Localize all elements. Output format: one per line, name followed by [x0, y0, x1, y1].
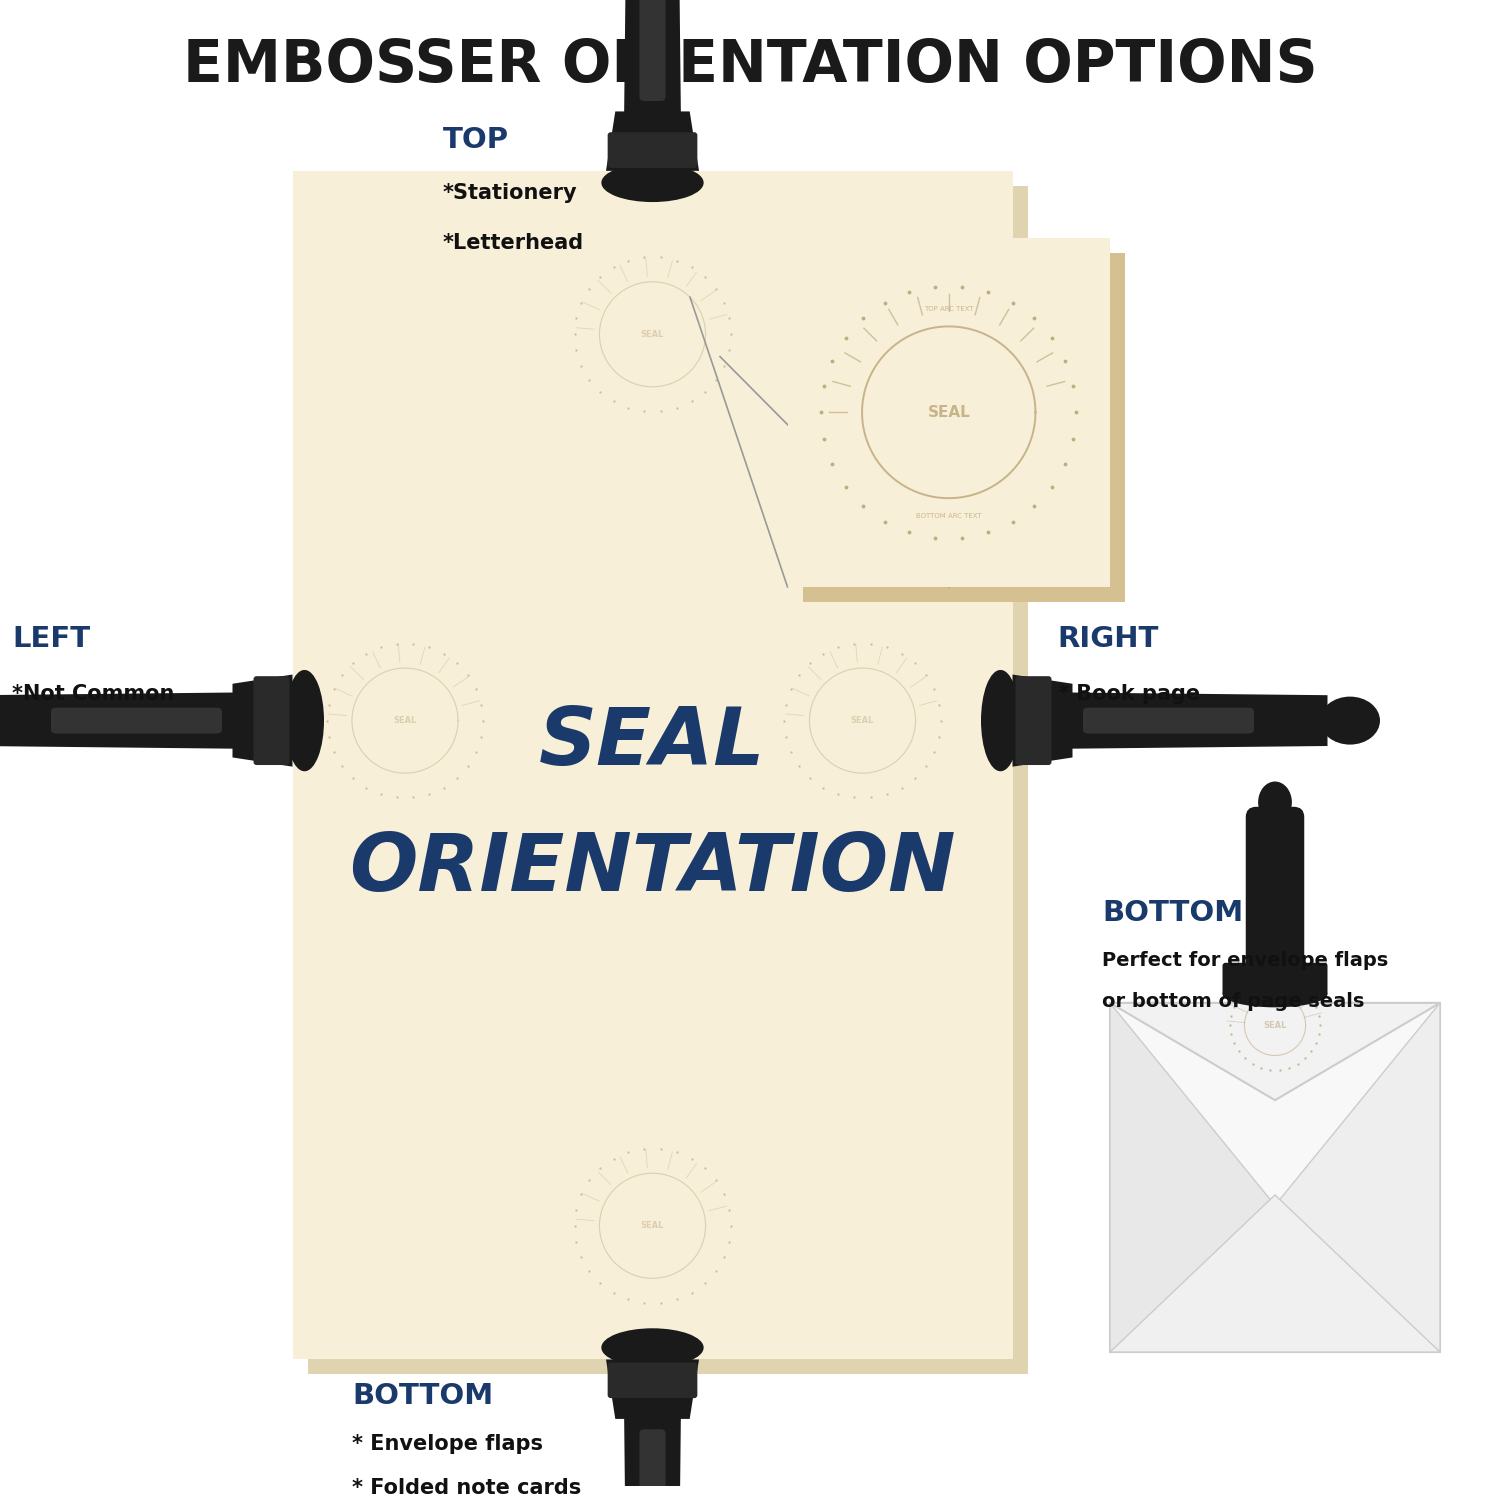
FancyBboxPatch shape — [1016, 676, 1052, 765]
Text: * Envelope flaps: * Envelope flaps — [352, 1434, 543, 1454]
Text: BOTTOM: BOTTOM — [1102, 898, 1244, 927]
FancyBboxPatch shape — [608, 1362, 698, 1398]
Polygon shape — [624, 1404, 681, 1500]
Text: SEAL: SEAL — [850, 716, 874, 724]
Polygon shape — [624, 0, 681, 126]
Text: TOP: TOP — [442, 126, 509, 154]
Polygon shape — [232, 675, 292, 766]
Ellipse shape — [981, 670, 1020, 771]
Bar — [802, 252, 1125, 602]
Polygon shape — [606, 1359, 699, 1419]
Ellipse shape — [1320, 696, 1380, 744]
FancyBboxPatch shape — [1245, 807, 1304, 992]
FancyBboxPatch shape — [639, 0, 666, 100]
Text: *Stationery: *Stationery — [442, 183, 578, 203]
Text: EMBOSSER ORIENTATION OPTIONS: EMBOSSER ORIENTATION OPTIONS — [183, 38, 1317, 94]
Text: TOP ARC TEXT: TOP ARC TEXT — [924, 306, 974, 312]
Text: * Folded note cards: * Folded note cards — [352, 1479, 582, 1498]
Text: * Book page: * Book page — [1058, 684, 1200, 703]
Text: SEAL: SEAL — [640, 1221, 664, 1230]
Text: *Not Common: *Not Common — [12, 684, 174, 703]
Bar — [292, 171, 1012, 1359]
Text: SEAL: SEAL — [1263, 1020, 1287, 1029]
Ellipse shape — [602, 164, 703, 202]
FancyBboxPatch shape — [1083, 708, 1254, 734]
FancyBboxPatch shape — [608, 132, 698, 168]
Ellipse shape — [1222, 981, 1328, 1008]
Text: SEAL: SEAL — [640, 330, 664, 339]
Text: ORIENTATION: ORIENTATION — [350, 830, 956, 908]
Text: Perfect for envelope flaps: Perfect for envelope flaps — [1102, 951, 1389, 970]
Text: SEAL: SEAL — [927, 405, 970, 420]
Text: *Letterhead: *Letterhead — [442, 234, 584, 254]
Polygon shape — [1110, 1004, 1440, 1100]
Text: BOTTOM: BOTTOM — [352, 1382, 494, 1410]
Polygon shape — [0, 693, 248, 748]
Text: SEAL: SEAL — [540, 704, 765, 782]
FancyBboxPatch shape — [51, 708, 222, 734]
Polygon shape — [1013, 675, 1072, 766]
Bar — [308, 186, 1028, 1374]
Ellipse shape — [1258, 782, 1292, 824]
Bar — [788, 237, 1110, 586]
Ellipse shape — [285, 670, 324, 771]
Text: or bottom of page seals: or bottom of page seals — [1102, 993, 1365, 1011]
Text: RIGHT: RIGHT — [1058, 626, 1160, 652]
Bar — [1110, 1004, 1440, 1352]
Polygon shape — [1110, 1196, 1440, 1352]
Text: BOTTOM ARC TEXT: BOTTOM ARC TEXT — [916, 513, 981, 519]
Text: LEFT: LEFT — [12, 626, 90, 652]
FancyBboxPatch shape — [254, 676, 290, 765]
FancyBboxPatch shape — [1222, 963, 1328, 996]
FancyBboxPatch shape — [639, 1430, 666, 1500]
Text: SEAL: SEAL — [393, 716, 417, 724]
Polygon shape — [1058, 693, 1328, 748]
Polygon shape — [606, 111, 699, 171]
Polygon shape — [1110, 1004, 1275, 1352]
Ellipse shape — [602, 1329, 703, 1366]
Polygon shape — [1275, 1004, 1440, 1352]
